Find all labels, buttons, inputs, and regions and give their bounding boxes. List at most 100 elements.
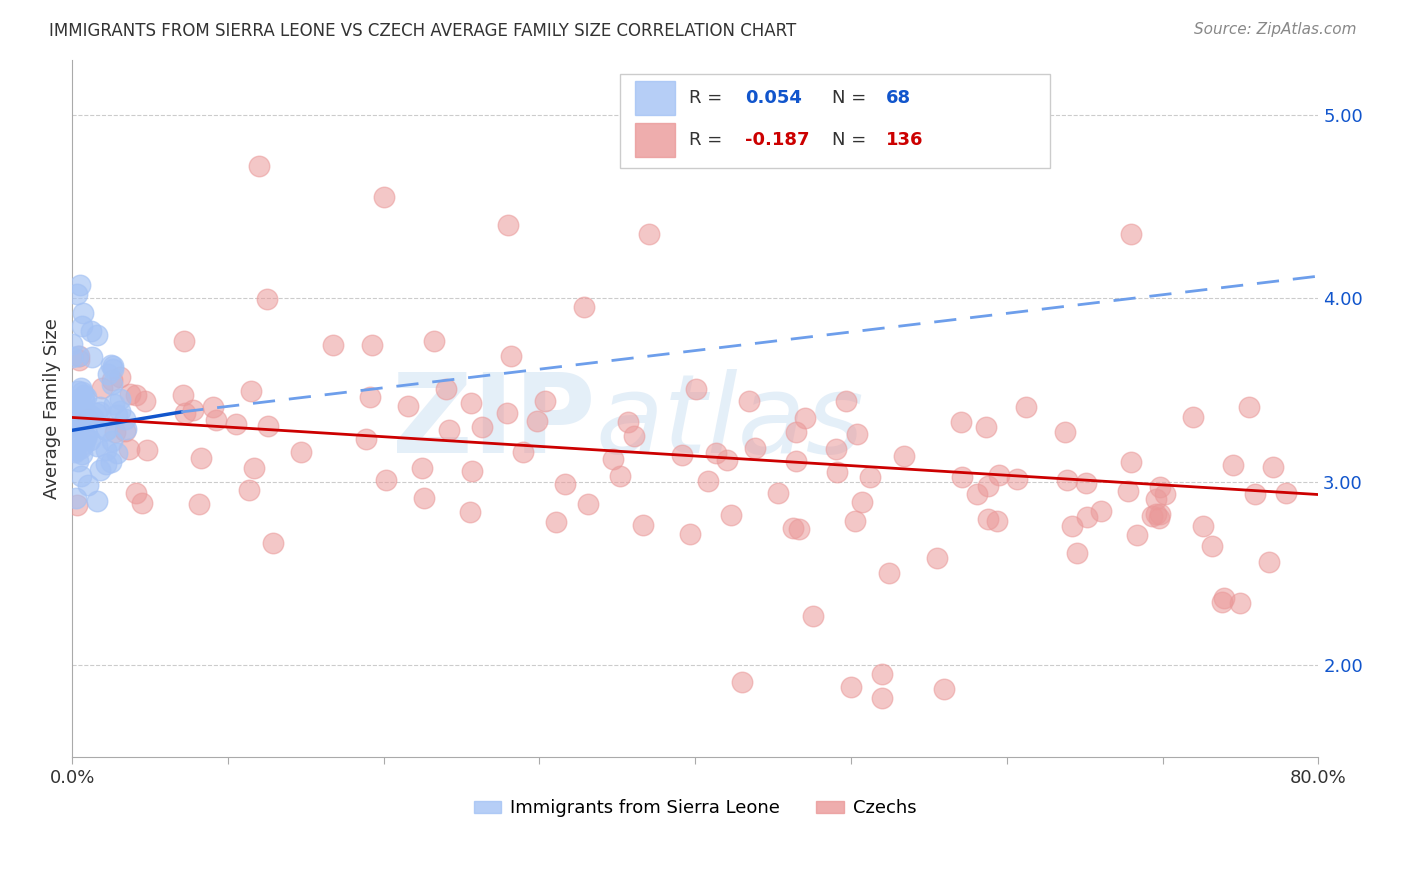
Point (794, 410, 817, 425)
Point (105, 446, 128, 460)
Text: 136: 136 (886, 131, 924, 149)
Point (205, 413, 228, 427)
Point (262, 536, 284, 550)
Point (1007, 473, 1029, 487)
Point (96, 442, 118, 457)
Point (86, 493, 108, 508)
Point (498, 218, 520, 232)
Point (1144, 507, 1167, 521)
Point (73, 404, 96, 418)
Point (125, 485, 148, 500)
Point (602, 452, 624, 467)
Point (238, 483, 260, 498)
Point (501, 349, 523, 363)
Point (201, 400, 224, 414)
Point (77, 412, 100, 426)
Point (1090, 504, 1112, 518)
Point (120, 387, 142, 401)
Point (79, 324, 101, 338)
Point (70, 469, 93, 483)
Point (181, 402, 204, 417)
Point (359, 391, 381, 405)
Point (631, 517, 654, 532)
Point (101, 434, 124, 449)
Point (782, 521, 804, 535)
Point (1263, 459, 1285, 474)
Point (1144, 492, 1167, 507)
Point (839, 680, 862, 694)
Point (949, 415, 972, 429)
Point (65, 438, 87, 452)
Point (72, 306, 94, 320)
Point (411, 461, 433, 475)
Point (731, 674, 754, 689)
Point (94, 423, 117, 437)
Point (65, 393, 87, 408)
Point (70, 397, 93, 411)
Point (100, 358, 122, 372)
Text: -0.187: -0.187 (745, 131, 810, 149)
Point (534, 393, 557, 408)
Point (239, 384, 262, 398)
Point (70, 384, 93, 399)
Text: 0.054: 0.054 (745, 89, 801, 107)
Point (136, 443, 159, 458)
Point (859, 470, 882, 484)
Point (100, 454, 122, 468)
Point (62, 420, 84, 434)
Point (1126, 528, 1149, 542)
Point (104, 425, 127, 439)
Point (75, 390, 97, 404)
Point (512, 444, 534, 458)
Point (439, 423, 461, 437)
Point (66, 287, 89, 301)
Point (69, 414, 91, 428)
Point (1149, 480, 1171, 494)
Point (785, 454, 807, 468)
Point (637, 227, 659, 241)
Point (1062, 518, 1084, 533)
Point (70, 318, 93, 333)
Point (60, 337, 83, 351)
Point (172, 388, 194, 402)
Point (1275, 485, 1298, 500)
Point (69, 413, 91, 427)
Point (65, 491, 87, 506)
Point (108, 392, 131, 407)
Point (423, 334, 446, 349)
Text: IMMIGRANTS FROM SIERRA LEONE VS CZECH AVERAGE FAMILY SIZE CORRELATION CHART: IMMIGRANTS FROM SIERRA LEONE VS CZECH AV… (49, 22, 796, 40)
Point (101, 373, 124, 387)
Point (96, 457, 118, 471)
Point (373, 190, 395, 204)
Point (173, 406, 195, 420)
Point (86, 439, 108, 453)
Point (97, 368, 120, 382)
Point (66, 402, 89, 417)
Point (86, 328, 108, 343)
Point (720, 508, 742, 523)
Point (738, 393, 761, 408)
Point (974, 420, 997, 434)
Point (103, 362, 125, 376)
Point (846, 426, 869, 441)
Text: 68: 68 (886, 89, 911, 107)
FancyBboxPatch shape (636, 123, 675, 156)
Point (63, 444, 86, 458)
Point (1142, 508, 1164, 523)
Point (766, 486, 789, 500)
Point (1121, 455, 1143, 469)
Point (76, 478, 98, 492)
Point (679, 527, 702, 541)
Text: ZIP: ZIP (392, 368, 596, 475)
Point (131, 496, 153, 510)
Point (671, 449, 693, 463)
Point (460, 396, 482, 410)
Point (188, 497, 211, 511)
Point (67, 352, 90, 367)
Point (396, 400, 419, 414)
Point (1213, 591, 1236, 605)
Point (73, 388, 96, 402)
Point (844, 514, 866, 528)
Point (103, 397, 125, 411)
Point (609, 469, 631, 483)
